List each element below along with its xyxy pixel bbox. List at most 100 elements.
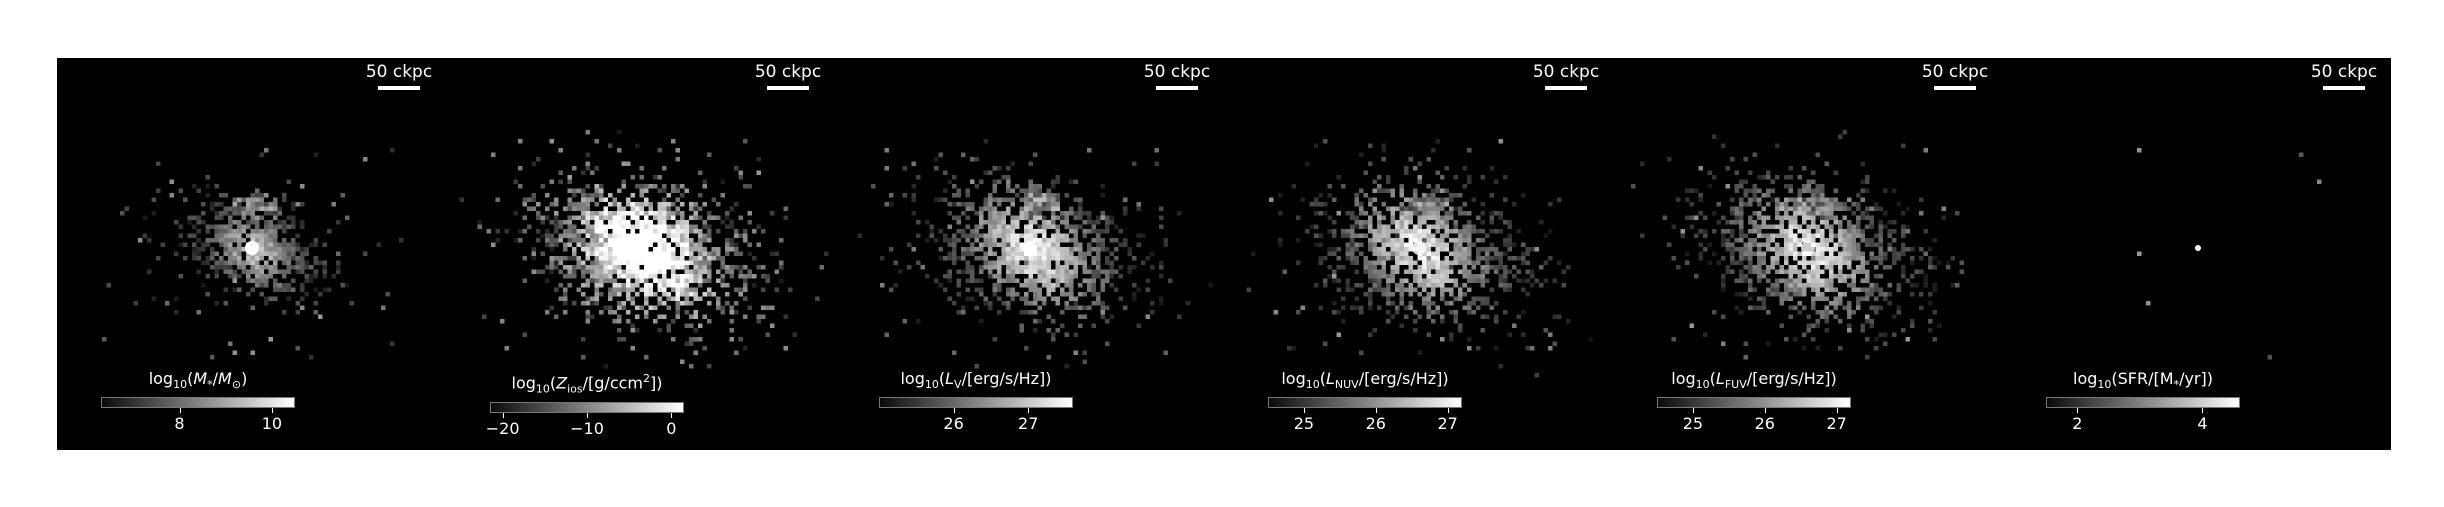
scale-bar-label: 50 ckpc bbox=[1143, 62, 1211, 82]
colorbar: log10(LNUV/[erg/s/Hz]) 25 26 27 bbox=[1268, 369, 1462, 434]
panel-sfr: 50 ckpc log10(SFR/[M*/yr]) 2 4 bbox=[2002, 58, 2391, 450]
colorbar: log10(M*/M⊙) 8 10 bbox=[101, 369, 295, 434]
colorbar-label-part: 10 bbox=[1695, 378, 1710, 392]
colorbar-label-part: / bbox=[212, 369, 219, 388]
scale-bar-label: 50 ckpc bbox=[1921, 62, 1989, 82]
colorbar-tick-label: 10 bbox=[261, 414, 283, 434]
colorbar-ticks: 25 26 27 bbox=[1268, 408, 1462, 434]
colorbar-label-part: /yr]) bbox=[2179, 369, 2213, 388]
colorbar-label-part: /[erg/s/Hz]) bbox=[1358, 369, 1449, 388]
scale-bar-line bbox=[767, 86, 809, 90]
map-image bbox=[459, 130, 829, 369]
figure-strip: 50 ckpc log10(M*/M⊙) 8 10 50 ckpc log10(Zios/… bbox=[57, 58, 2391, 450]
colorbar: log10(SFR/[M*/yr]) 2 4 bbox=[2046, 369, 2240, 434]
panel-luminosity-v: 50 ckpc log10(LV/[erg/s/Hz]) 26 27 bbox=[835, 58, 1224, 450]
colorbar-label-part: L bbox=[945, 369, 955, 388]
colorbar-label-part: NUV bbox=[1334, 378, 1359, 392]
colorbar-label-part: log bbox=[2073, 369, 2098, 388]
colorbar-gradient bbox=[2046, 397, 2240, 409]
colorbar-gradient bbox=[1268, 397, 1462, 409]
map-image bbox=[1246, 139, 1593, 378]
colorbar-tick-label: 26 bbox=[1365, 414, 1386, 434]
colorbar-label-part: ( bbox=[1319, 369, 1326, 388]
map-image bbox=[857, 139, 1213, 378]
colorbar-tick-mark bbox=[179, 408, 181, 414]
colorbar-tick-label: 26 bbox=[943, 414, 964, 434]
colorbar-label-part: ]) bbox=[650, 373, 663, 393]
colorbar-label: log10(M*/M⊙) bbox=[101, 369, 295, 395]
scale-bar-line bbox=[2323, 86, 2365, 90]
colorbar-gradient bbox=[1657, 397, 1851, 409]
map-image bbox=[2137, 148, 2322, 360]
colorbar-label-part: 10 bbox=[2097, 378, 2112, 392]
colorbar-tick-mark bbox=[1303, 408, 1305, 414]
colorbar-tick-mark bbox=[2202, 408, 2204, 414]
colorbar-label-part: /[g/ccm bbox=[582, 373, 643, 393]
colorbar-tick-label: 27 bbox=[1826, 414, 1847, 434]
colorbar-label: log10(LFUV/[erg/s/Hz]) bbox=[1657, 369, 1851, 395]
colorbar-label-part: FUV bbox=[1724, 378, 1747, 392]
colorbar-label-part: * bbox=[207, 378, 213, 392]
colorbar-ticks: −20 −10 0 bbox=[486, 412, 684, 438]
colorbar-label-part: 10 bbox=[1305, 378, 1320, 392]
panel-metallicity: 50 ckpc log10(Zios/[g/ccm2]) −20 −10 0 bbox=[446, 58, 835, 450]
scale-bar-line bbox=[1545, 86, 1587, 90]
colorbar-ticks: 25 26 27 bbox=[1657, 408, 1851, 434]
colorbar-tick-label: 8 bbox=[174, 414, 185, 434]
colorbar-tick-mark bbox=[2077, 408, 2079, 414]
scale-bar-label: 50 ckpc bbox=[754, 62, 822, 82]
colorbar-label-part: ) bbox=[241, 369, 248, 388]
panel-luminosity-fuv: 50 ckpc log10(LFUV/[erg/s/Hz]) 25 26 27 bbox=[1613, 58, 2002, 450]
colorbar-label-part: ( bbox=[938, 369, 946, 388]
colorbar-label: log10(LNUV/[erg/s/Hz]) bbox=[1268, 369, 1462, 395]
map-image bbox=[1631, 130, 1964, 378]
colorbar-label-part: M bbox=[193, 369, 208, 388]
colorbar-tick-mark bbox=[671, 412, 673, 418]
scale-bar: 50 ckpc bbox=[1142, 62, 1212, 90]
colorbar-tick-mark bbox=[502, 412, 504, 418]
colorbar-label: log10(Zios/[g/ccm2]) bbox=[490, 369, 684, 400]
colorbar-label: log10(SFR/[M*/yr]) bbox=[2046, 369, 2240, 395]
colorbar-tick-mark bbox=[953, 408, 955, 414]
scale-bar: 50 ckpc bbox=[753, 62, 823, 90]
scale-bar-line bbox=[1156, 86, 1198, 90]
colorbar-label-part: ( bbox=[187, 369, 194, 388]
colorbar-tick-mark bbox=[271, 408, 273, 414]
colorbar-ticks: 8 10 bbox=[101, 408, 295, 434]
colorbar-label-part: log bbox=[1671, 369, 1696, 388]
colorbar-tick-label: 27 bbox=[1437, 414, 1458, 434]
colorbar-tick-mark bbox=[1836, 408, 1838, 414]
colorbar-tick-mark bbox=[1764, 408, 1766, 414]
colorbar-label: log10(LV/[erg/s/Hz]) bbox=[879, 369, 1073, 395]
colorbar-tick-label: 4 bbox=[2197, 414, 2208, 434]
scale-bar-line bbox=[1934, 86, 1976, 90]
colorbar-label-part: 10 bbox=[173, 378, 188, 392]
colorbar-label-part: M bbox=[218, 369, 232, 388]
colorbar-label-part: ios bbox=[567, 382, 583, 396]
colorbar-label-part: log bbox=[148, 369, 174, 388]
panel-luminosity-nuv: 50 ckpc log10(LNUV/[erg/s/Hz]) 25 26 27 bbox=[1224, 58, 1613, 450]
colorbar-tick-label: 0 bbox=[666, 418, 677, 438]
colorbar-tick-mark bbox=[1028, 408, 1030, 414]
colorbar-label-part: /[erg/s/Hz]) bbox=[961, 369, 1052, 388]
colorbar-label-part: Z bbox=[556, 373, 568, 393]
colorbar-label-part: L bbox=[1325, 369, 1335, 388]
colorbar-label-part: 10 bbox=[535, 382, 550, 396]
panel-stellar-mass: 50 ckpc log10(M*/M⊙) 8 10 bbox=[57, 58, 446, 450]
colorbar-label-part: * bbox=[2173, 378, 2180, 392]
scale-bar-line bbox=[378, 86, 420, 90]
colorbar-label-part: L bbox=[1715, 369, 1725, 388]
colorbar-tick-mark bbox=[1692, 408, 1694, 414]
colorbar-tick-label: 27 bbox=[1018, 414, 1039, 434]
colorbar-label-part: ( bbox=[1709, 369, 1716, 388]
scale-bar: 50 ckpc bbox=[1531, 62, 1601, 90]
scale-bar: 50 ckpc bbox=[1920, 62, 1990, 90]
scale-bar-label: 50 ckpc bbox=[365, 62, 433, 82]
colorbar-label-part: 2 bbox=[643, 372, 650, 385]
scale-bar: 50 ckpc bbox=[2309, 62, 2379, 90]
colorbar-gradient bbox=[490, 401, 684, 413]
colorbar-label-part: log bbox=[1281, 369, 1306, 388]
colorbar-label-part: log bbox=[511, 373, 536, 393]
colorbar: log10(Zios/[g/ccm2]) −20 −10 0 bbox=[486, 369, 684, 438]
colorbar-label-part: log bbox=[900, 369, 925, 388]
